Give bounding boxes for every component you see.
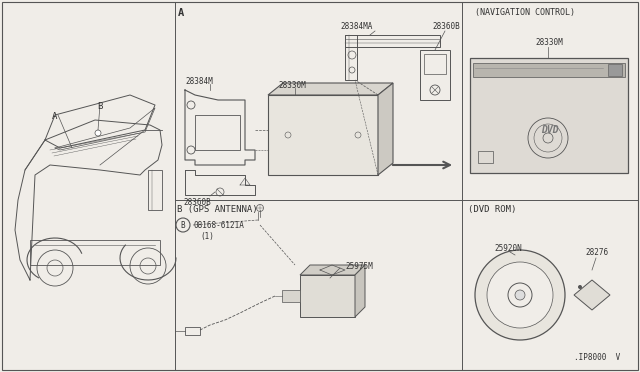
- Bar: [478, 151, 493, 163]
- Text: 28384MA: 28384MA: [340, 22, 372, 31]
- Text: 25920N: 25920N: [494, 244, 522, 253]
- Text: B: B: [180, 221, 186, 230]
- Text: .IP8000  V: .IP8000 V: [573, 353, 620, 362]
- Text: B: B: [97, 102, 102, 111]
- Bar: [300, 275, 355, 317]
- Circle shape: [95, 130, 101, 136]
- Text: 28384M: 28384M: [185, 77, 212, 86]
- Circle shape: [487, 262, 553, 328]
- Text: (DVD ROM): (DVD ROM): [468, 205, 516, 214]
- Text: 28360B: 28360B: [432, 22, 460, 31]
- Text: (1): (1): [200, 232, 214, 241]
- Circle shape: [475, 250, 565, 340]
- Polygon shape: [574, 280, 610, 310]
- Bar: [470, 58, 628, 173]
- Text: 28360B: 28360B: [183, 198, 211, 207]
- Bar: [268, 95, 378, 175]
- Circle shape: [176, 218, 190, 232]
- Bar: [345, 35, 440, 47]
- Polygon shape: [355, 265, 365, 317]
- Bar: [185, 327, 200, 335]
- Text: B (GPS ANTENNA): B (GPS ANTENNA): [177, 205, 258, 214]
- Text: 28330M: 28330M: [278, 81, 306, 90]
- Circle shape: [578, 285, 582, 289]
- Bar: [424, 54, 446, 74]
- Text: A: A: [178, 8, 184, 18]
- Text: 08168-6121A: 08168-6121A: [193, 221, 244, 230]
- Text: 28276: 28276: [585, 248, 608, 257]
- Bar: [345, 35, 357, 80]
- Bar: [282, 290, 300, 302]
- Bar: [608, 64, 622, 76]
- Circle shape: [515, 290, 525, 300]
- Bar: [195, 115, 240, 150]
- Bar: [420, 50, 450, 100]
- Text: 25975M: 25975M: [345, 262, 372, 271]
- Bar: [148, 170, 162, 210]
- Text: 28330M: 28330M: [535, 38, 563, 47]
- Text: (NAVIGATION CONTROL): (NAVIGATION CONTROL): [475, 8, 575, 17]
- Polygon shape: [300, 265, 365, 275]
- Polygon shape: [268, 83, 393, 95]
- Polygon shape: [378, 83, 393, 175]
- Bar: [473, 63, 625, 77]
- Text: A: A: [52, 112, 58, 121]
- Text: DVD: DVD: [541, 125, 559, 135]
- Bar: [30, 240, 160, 265]
